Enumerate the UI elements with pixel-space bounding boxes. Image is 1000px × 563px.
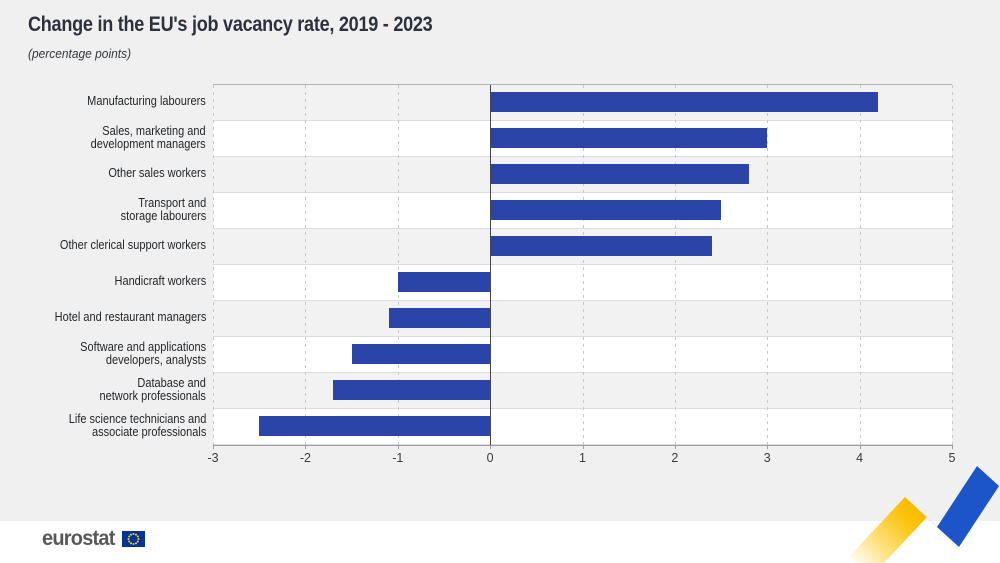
x-tick-label: 3 — [763, 451, 771, 465]
category-row: Software and applications developers, ana… — [0, 336, 206, 372]
x-tick-label: -3 — [207, 451, 219, 465]
ribbon-decoration-graphic — [843, 466, 999, 563]
gridline — [582, 85, 584, 445]
eu-flag-star — [135, 533, 138, 536]
bar-negative — [259, 416, 491, 436]
axis-tick-mark — [859, 445, 861, 449]
x-tick-label: 5 — [948, 451, 956, 465]
x-tick-label: -1 — [392, 451, 404, 465]
category-row: Hotel and restaurant managers — [0, 300, 206, 336]
category-label: Life science technicians and associate pr… — [68, 411, 206, 439]
ribbon-yellow-stripe — [843, 497, 927, 563]
eu-flag-star — [132, 532, 136, 536]
axis-tick-mark — [305, 445, 307, 449]
axis-tick-mark — [952, 445, 953, 449]
category-row: Manufacturing labourers — [0, 84, 206, 120]
bar-positive — [490, 128, 768, 148]
bar-negative — [388, 308, 491, 328]
category-row: Transport and storage labourers — [0, 192, 206, 228]
category-label: Manufacturing labourers — [87, 94, 206, 109]
category-label: Database and network professionals — [99, 375, 206, 403]
category-row: Database and network professionals — [0, 372, 206, 408]
axis-tick-mark — [767, 445, 769, 449]
footer: eurostat — [0, 521, 1000, 563]
eurostat-logo-text: eurostat — [42, 527, 115, 550]
zero-line — [490, 85, 492, 445]
category-row: Handicraft workers — [0, 264, 206, 300]
bar-positive — [490, 236, 712, 256]
eu-flag-star — [128, 540, 131, 543]
category-label: Handicraft workers — [114, 274, 206, 289]
bar-positive — [490, 164, 749, 184]
eu-flag-star — [130, 533, 133, 536]
category-row: Life science technicians and associate pr… — [0, 408, 206, 444]
category-row: Other sales workers — [0, 156, 206, 192]
category-row: Other clerical support workers — [0, 228, 206, 264]
page-subtitle: (percentage points) — [28, 46, 132, 61]
eu-flag-star — [137, 540, 140, 543]
bar-negative — [333, 380, 491, 400]
gridline — [213, 85, 214, 445]
gridline — [952, 85, 953, 445]
eu-flag-star — [132, 542, 136, 546]
category-label: Hotel and restaurant managers — [54, 310, 206, 325]
category-label: Transport and storage labourers — [120, 195, 206, 223]
axis-tick-mark — [213, 445, 214, 449]
page-title: Change in the EU's job vacancy rate, 201… — [28, 13, 433, 36]
x-tick-label: -2 — [299, 451, 311, 465]
category-row: Sales, marketing and development managers — [0, 120, 206, 156]
bar-negative — [397, 272, 491, 292]
eu-flag-star — [137, 535, 140, 538]
x-tick-label: 4 — [856, 451, 864, 465]
x-tick-label: 2 — [671, 451, 679, 465]
gridline — [674, 85, 676, 445]
eurostat-logo: eurostat — [42, 527, 146, 551]
gridline — [859, 85, 861, 445]
eu-flag-star — [130, 542, 133, 545]
bar-positive — [490, 200, 722, 220]
axis-tick-mark — [397, 445, 399, 449]
category-label: Software and applications developers, ana… — [80, 339, 206, 367]
eu-flag-star — [137, 537, 141, 541]
x-tick-label: 0 — [486, 451, 494, 465]
x-tick-label: 1 — [579, 451, 586, 465]
gridline — [767, 85, 769, 445]
ribbon-blue-stripe — [937, 466, 999, 547]
eu-flag-star — [127, 537, 131, 541]
eu-flag-icon — [122, 531, 146, 547]
eu-flag-star — [135, 542, 138, 545]
category-label: Sales, marketing and development managers — [91, 123, 206, 151]
plot-area — [213, 84, 953, 446]
axis-tick-mark — [674, 445, 676, 449]
gridline — [305, 85, 307, 445]
axis-tick-mark — [490, 445, 492, 449]
category-label: Other clerical support workers — [59, 238, 206, 253]
gridline — [397, 85, 399, 445]
axis-tick-mark — [582, 445, 584, 449]
category-axis: Manufacturing labourers Sales, marketing … — [0, 84, 206, 444]
bar-negative — [351, 344, 491, 364]
bar-positive — [490, 92, 879, 112]
eu-flag-star — [128, 535, 131, 538]
category-label: Other sales workers — [108, 166, 206, 181]
